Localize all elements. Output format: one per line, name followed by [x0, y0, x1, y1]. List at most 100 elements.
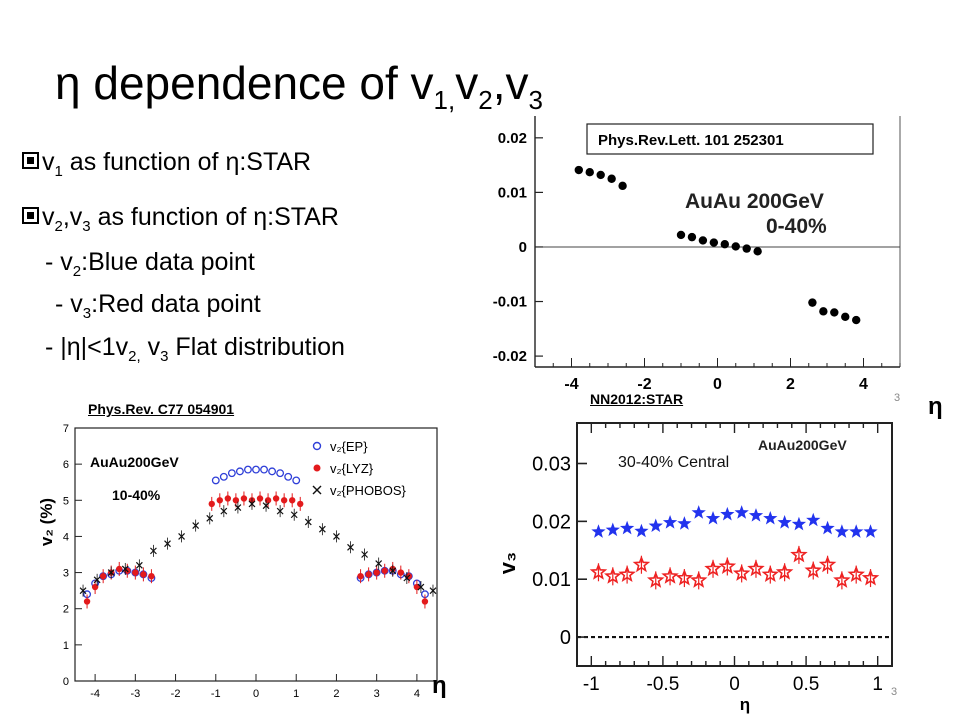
v3-blue-star-point	[863, 524, 878, 538]
v2-x-tick-label: 4	[414, 688, 420, 700]
v3-red-star-point	[761, 565, 780, 583]
v2-lyz-point	[216, 497, 223, 504]
square-bullet-icon	[22, 206, 39, 224]
v2-ep-point	[235, 467, 244, 476]
v3-red-star-point	[604, 567, 622, 584]
v1-data-point	[709, 238, 719, 247]
v3-red-star-point	[589, 563, 608, 580]
v2-y-tick-label: 4	[63, 531, 69, 543]
v2-phobos-point	[107, 566, 115, 579]
v1-y-tick-label: 0.02	[498, 130, 527, 147]
v2-phobos-point	[220, 505, 228, 518]
v1-data-point	[841, 312, 850, 321]
v3-blue-star-point	[834, 524, 850, 538]
v2-lyz-point	[421, 598, 429, 605]
v1-data-point	[698, 236, 708, 245]
v2-phobos-point	[375, 557, 383, 570]
v2-phobos-point	[290, 508, 298, 521]
v3-red-star-point	[747, 559, 765, 577]
v2-ep-point	[211, 476, 220, 485]
v2-phobos-point	[333, 530, 340, 543]
v2-y-tick-label: 5	[63, 495, 69, 507]
v2-lyz-point	[272, 495, 280, 502]
v3-blue-star-point	[849, 524, 864, 538]
v3-red-star-point	[732, 564, 751, 581]
v2-reference: Phys.Rev. C77 054901	[88, 401, 235, 417]
v2-legend-lyz-marker	[313, 464, 321, 472]
v1-y-tick-label: 0	[519, 239, 527, 256]
v3-red-star-point	[775, 563, 794, 580]
v2-ep-point	[244, 465, 252, 474]
v2-phobos-point	[403, 571, 411, 584]
v2-lyz-point	[289, 497, 296, 504]
v1-chart-frame	[534, 116, 901, 368]
v2-x-tick-label: 3	[374, 688, 380, 700]
v1-y-tick-label: -0.02	[493, 348, 527, 365]
v3-red-star-point	[689, 571, 708, 588]
v3-blue-star-point	[619, 520, 635, 535]
v3-x-tick-label: 1	[872, 674, 883, 695]
v2-lyz-point	[83, 598, 91, 605]
v2-lyz-point	[365, 571, 372, 578]
v3-red-star-point	[833, 571, 851, 588]
v2-phobos-point	[304, 515, 312, 528]
v3-x-tick-label: 0.5	[793, 674, 819, 695]
v1-y-tick-label: -0.01	[493, 294, 527, 311]
v1-data-point	[830, 308, 839, 317]
v1-annotation-centrality: 0-40%	[766, 215, 827, 238]
square-bullet-icon	[22, 151, 39, 169]
v1-annotation-energy: AuAu 200GeV	[685, 190, 824, 213]
v3-blue-star-point	[648, 518, 663, 533]
v2-phobos-point	[164, 537, 171, 550]
v3-red-star-point	[847, 565, 865, 583]
v2-y-tick-label: 6	[63, 459, 69, 471]
v1-data-point	[731, 242, 740, 251]
v2-x-tick-label: -2	[171, 688, 181, 700]
v2-lyz-point	[373, 569, 380, 576]
v2-lyz-point	[99, 572, 107, 580]
v2-lyz-point	[224, 495, 232, 502]
bullet-v2-v3: v2,v3 as function of η:STAR	[22, 205, 339, 234]
v3-blue-star-point	[691, 505, 706, 519]
v1-data-point	[852, 315, 861, 325]
v2-x-tick-label: -3	[130, 688, 140, 700]
v3-y-tick-label: 0.03	[532, 454, 571, 476]
v3-red-star-point	[675, 568, 694, 586]
v1-data-point	[596, 170, 605, 180]
v2-annotation-energy: AuAu200GeV	[90, 454, 179, 470]
v3-blue-star-point	[677, 516, 692, 530]
v2-lyz-point	[208, 500, 215, 508]
v1-x-tick-label: -4	[564, 376, 578, 393]
v2-y-tick-label: 3	[63, 568, 69, 580]
v2-phobos-point	[389, 564, 397, 577]
v2-ep-point	[284, 472, 293, 481]
v2-legend-ep-marker	[312, 441, 322, 451]
v2-legend-ep: v₂{EP}	[330, 439, 368, 454]
v3-y-tick-label: 0	[560, 627, 571, 649]
v3-x-label: η	[740, 695, 750, 714]
v1-x-tick-label: 4	[859, 376, 868, 393]
v1-data-point	[720, 240, 729, 249]
v3-red-star-point	[804, 561, 823, 578]
v2-y-tick-label: 7	[63, 423, 69, 435]
v2-phobos-point	[347, 541, 354, 554]
v1-data-point	[585, 168, 594, 177]
v2-lyz-point	[264, 497, 272, 504]
v1-data-point	[819, 307, 828, 316]
v3-blue-star-point	[791, 516, 807, 531]
v2-x-axis-label: η	[432, 672, 447, 699]
v3-blue-star-point	[820, 520, 835, 535]
v2-ep-point	[268, 467, 277, 476]
v2-ep-point	[292, 476, 301, 485]
v3-red-star-point	[790, 545, 808, 563]
v2-x-tick-label: 0	[253, 688, 259, 700]
v2-legend: v₂{EP} v₂{LYZ} v₂{PHOBOS}	[312, 439, 407, 498]
v3-blue-star-point	[705, 510, 721, 525]
v1-x-label: η	[928, 395, 943, 402]
v3-blue-star-point	[605, 522, 620, 537]
v2-legend-lyz: v₂{LYZ}	[330, 461, 374, 476]
v1-data-point	[574, 165, 583, 175]
v3-eta-chart: 0 0.01 0.02 0.03 -1 -0.5 0 0.5 1 v₃ η 30-40% Ce…	[495, 422, 893, 714]
v1-eta-chart: 0.02 0.01 0 -0.01 -0.02 -4 -2 0 2 4 Phys.Rev.Let…	[493, 116, 943, 402]
v3-blue-star-point	[806, 512, 821, 527]
